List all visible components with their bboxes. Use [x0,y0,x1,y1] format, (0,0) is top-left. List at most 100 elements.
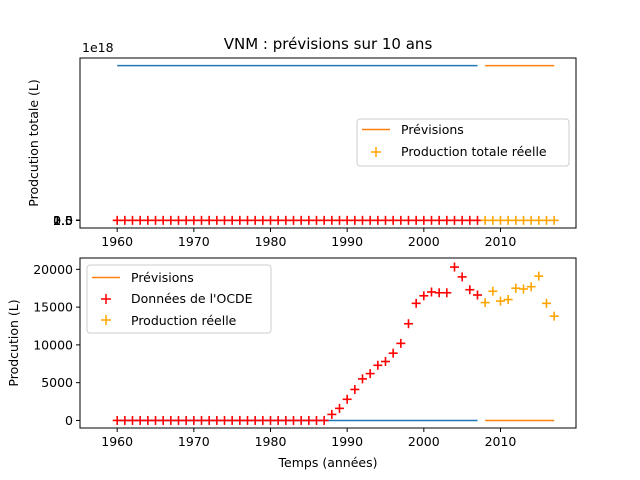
bottom-point-oecd_data-1997 [396,338,406,348]
top-legend-real-label: Production totale réelle [401,144,547,159]
bottom-xtick-label-1960: 1960 [101,434,133,449]
bottom-point-oecd_data-1970 [189,415,199,425]
top-marker-oecd_data-1994 [373,215,383,225]
top-marker-oecd_data-1964 [143,215,153,225]
top-marker-oecd_data-2000 [419,215,429,225]
top-marker-real_production-2013 [518,215,528,225]
bottom-point-oecd_data-1999 [411,298,421,308]
top-marker-oecd_data-1968 [174,215,184,225]
bottom-point-oecd_data-1972 [204,415,214,425]
bottom-point-oecd_data-1994 [373,360,383,370]
chart-title: VNM : prévisions sur 10 ans [224,35,433,53]
top-y-axis-label: Prodcution totale (L) [26,79,41,206]
top-marker-oecd_data-2002 [434,215,444,225]
bottom-xtick-label-1970: 1970 [178,434,210,449]
bottom-point-oecd_data-1976 [235,415,245,425]
top-marker-real_production-2016 [541,215,551,225]
top-panel: 1960 1970 1980 1990 2000 2010 0.00.51.01.52.0… [26,40,577,249]
bottom-point-real_production-2015 [534,271,544,281]
top-xtick-label-1980: 1980 [255,234,287,249]
top-marker-real_production-2010 [495,215,505,225]
bottom-legend-oecd-swatch [101,294,111,304]
bottom-point-oecd_data-1988 [327,409,337,419]
top-marker-oecd_data-1985 [304,215,314,225]
bottom-point-oecd_data-1962 [128,415,138,425]
top-marker-real_production-2009 [488,215,498,225]
bottom-point-oecd_data-1975 [227,415,237,425]
bottom-point-oecd_data-1983 [289,415,299,425]
top-marker-oecd_data-1971 [197,215,207,225]
top-marker-oecd_data-1963 [135,215,145,225]
top-marker-real_production-2017 [549,215,559,225]
top-plot-area [112,64,559,225]
bottom-ytick-label-4: 20000 [33,262,73,277]
top-marker-oecd_data-2004 [449,215,459,225]
top-marker-oecd_data-1989 [334,215,344,225]
bottom-xtick-label-2010: 2010 [485,434,517,449]
bottom-point-oecd_data-1971 [197,415,207,425]
top-marker-oecd_data-1988 [327,215,337,225]
bottom-point-oecd_data-1968 [174,415,184,425]
top-xtick-label-1970: 1970 [178,234,210,249]
top-marker-oecd_data-1965 [151,215,161,225]
bottom-point-oecd_data-2003 [442,288,452,298]
bottom-point-oecd_data-1991 [350,384,360,394]
top-xtick-label-2010: 2010 [485,234,517,249]
top-marker-oecd_data-1982 [281,215,291,225]
top-ytick-label-0: 0.0 [53,213,73,228]
bottom-point-real_production-2014 [526,282,536,292]
bottom-point-oecd_data-2004 [449,262,459,272]
bottom-point-oecd_data-2007 [472,290,482,300]
top-marker-oecd_data-1977 [243,215,253,225]
top-marker-oecd_data-1993 [365,215,375,225]
bottom-point-oecd_data-1980 [266,415,276,425]
bottom-point-real_production-2010 [495,296,505,306]
bottom-xtick-label-1990: 1990 [331,434,363,449]
bottom-point-oecd_data-1985 [304,415,314,425]
bottom-legend-real-swatch [101,315,111,325]
top-legend-forecast-label: Prévisions [401,122,464,137]
bottom-legend-oecd-label: Données de l'OCDE [131,291,253,306]
top-x-ticks: 1960 1970 1980 1990 2000 2010 [101,228,516,249]
bottom-point-oecd_data-1965 [151,415,161,425]
top-marker-oecd_data-1973 [212,215,222,225]
bottom-point-oecd_data-1961 [120,415,130,425]
top-marker-oecd_data-1997 [396,215,406,225]
bottom-panel: 1960 1970 1980 1990 2000 2010 0 5000 10000 15000… [6,257,577,470]
top-marker-oecd_data-1975 [227,215,237,225]
top-marker-oecd_data-1990 [342,215,352,225]
top-marker-oecd_data-1992 [357,215,367,225]
top-marker-oecd_data-1996 [388,215,398,225]
bottom-point-oecd_data-1981 [273,415,283,425]
top-legend: Prévisions Production totale réelle [356,118,570,167]
top-marker-oecd_data-1999 [411,215,421,225]
top-legend-box [356,118,570,167]
bottom-point-real_production-2008 [480,298,490,308]
bottom-y-ticks: 0 5000 10000 15000 20000 [33,262,80,428]
bottom-ytick-label-1: 5000 [41,375,73,390]
top-marker-real_production-2012 [511,215,521,225]
bottom-plot-area [112,262,559,425]
bottom-point-oecd_data-1973 [212,415,222,425]
top-marker-oecd_data-1978 [250,215,260,225]
bottom-point-real_production-2011 [503,295,513,305]
bottom-y-axis-label: Prodcution (L) [6,299,21,386]
bottom-point-real_production-2016 [541,298,551,308]
top-y-ticks: 0.00.51.01.52.02.5 [53,213,80,228]
bottom-point-oecd_data-1967 [166,415,176,425]
top-marker-oecd_data-1983 [289,215,299,225]
bottom-ytick-label-2: 10000 [33,337,73,352]
bottom-legend-real-label: Production réelle [131,313,237,328]
top-xtick-label-1960: 1960 [101,234,133,249]
top-marker-oecd_data-1970 [189,215,199,225]
top-marker-oecd_data-1995 [380,215,390,225]
bottom-point-oecd_data-2000 [419,291,429,301]
top-ytick-label-1: 0.5 [53,213,73,228]
bottom-point-oecd_data-1966 [158,415,168,425]
top-marker-oecd_data-1967 [166,215,176,225]
bottom-ytick-label-0: 0 [65,413,73,428]
bottom-xtick-label-1980: 1980 [255,434,287,449]
bottom-point-oecd_data-2006 [465,285,475,295]
top-marker-oecd_data-1966 [158,215,168,225]
